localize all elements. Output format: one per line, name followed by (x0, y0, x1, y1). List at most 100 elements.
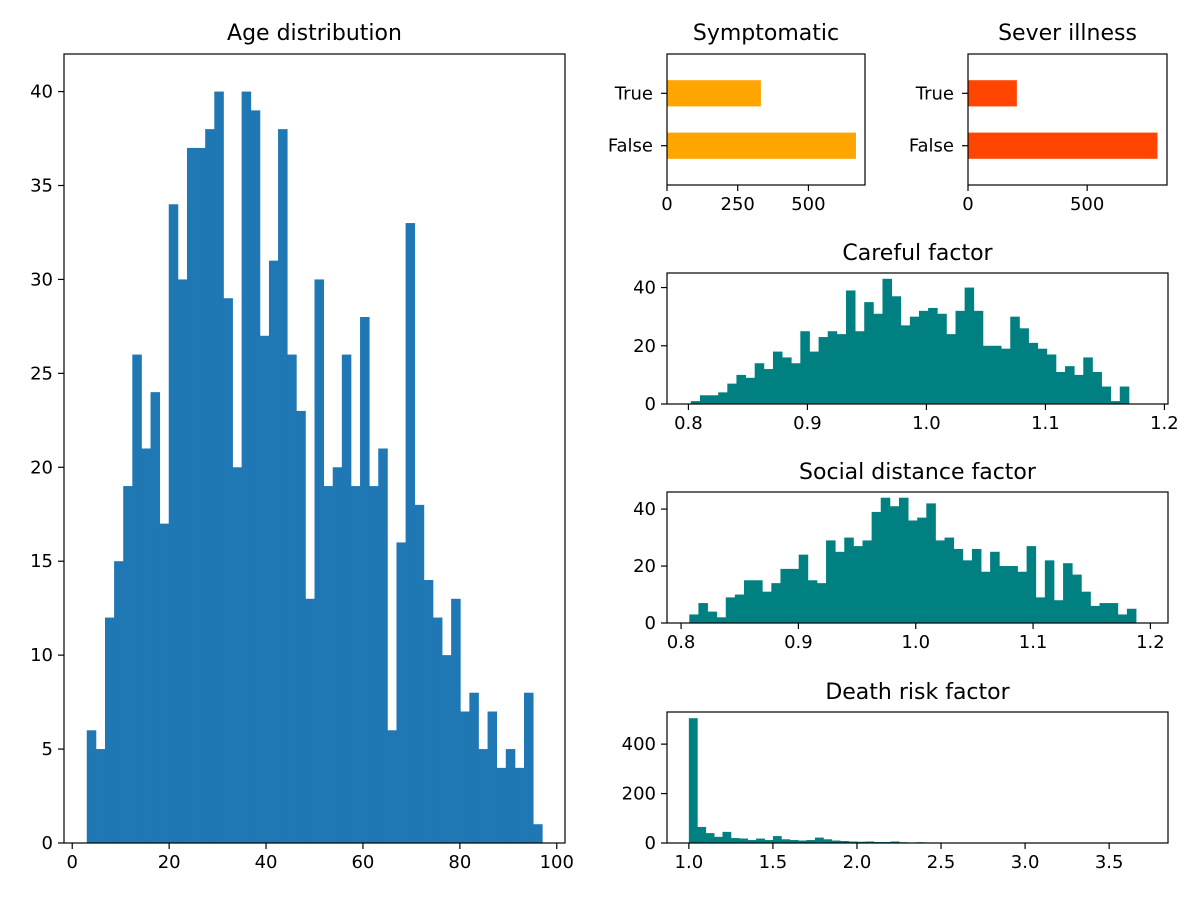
age-distribution-bar (350, 486, 361, 843)
age-distribution-bar (496, 767, 507, 843)
age-distribution-bar (123, 486, 133, 843)
age-distribution-panel: Age distribution 0 20 40 60 80 100 0 5 10 15 20 25… (30, 21, 574, 873)
age-distribution-bar (250, 110, 261, 844)
careful-factor-bar (900, 325, 911, 404)
age-distribution-bar (95, 749, 106, 843)
age-distribution-y-tick-label: 0 (42, 833, 53, 854)
age-distribution-bar (369, 486, 379, 843)
age-distribution-x-ticks: 0 20 40 60 80 100 (67, 843, 574, 873)
symptomatic-panel: Symptomatic 0 250 500 False True (608, 21, 866, 215)
careful-factor-bar (845, 290, 856, 404)
severe-illness-category-label: False (909, 136, 954, 157)
careful-factor-bar (727, 383, 737, 404)
social-distance-factor-bar (1017, 571, 1028, 623)
age-distribution-bar (341, 354, 352, 843)
symptomatic-category-label: True (614, 83, 653, 104)
death-risk-factor-title: Death risk factor (825, 680, 1010, 705)
careful-factor-bar (827, 331, 838, 404)
death-risk-factor-bar (730, 838, 740, 843)
death-risk-factor-bar (705, 833, 715, 843)
careful-factor-x-ticks: 0.8 0.9 1.0 1.1 1.2 (674, 404, 1179, 434)
death-risk-factor-bar (781, 839, 791, 843)
careful-factor-bar (928, 307, 938, 404)
careful-factor-bar (1055, 371, 1066, 404)
age-distribution-bar (186, 147, 197, 843)
age-distribution-bar (132, 354, 142, 843)
death-risk-factor-bar (890, 841, 900, 843)
age-distribution-x-tick-label: 20 (158, 852, 181, 873)
social-distance-factor-bar (1099, 603, 1110, 623)
age-distribution-bar (196, 147, 206, 843)
age-distribution-bar (223, 298, 233, 844)
careful-factor-bar (973, 310, 984, 404)
death-risk-factor-bar (722, 831, 732, 843)
social-distance-factor-bar (689, 614, 699, 623)
social-distance-factor-bar (889, 506, 900, 623)
careful-factor-bar (873, 313, 883, 404)
social-distance-factor-y-ticks: 0 20 40 (633, 499, 667, 634)
age-distribution-bar (442, 655, 452, 843)
age-distribution-bar (141, 448, 151, 843)
social-distance-factor-bar (762, 591, 772, 623)
severe-illness-bar-false (968, 132, 1158, 159)
age-distribution-bar (159, 523, 170, 843)
careful-factor-bar (736, 374, 746, 404)
careful-factor-bar (709, 395, 719, 404)
age-distribution-bar (505, 749, 516, 843)
careful-factor-bar (800, 331, 810, 404)
age-distribution-bar (405, 223, 416, 843)
social-distance-factor-bar (862, 540, 873, 623)
death-risk-factor-bar (756, 838, 765, 843)
age-distribution-bar (177, 279, 188, 843)
careful-factor-bar (982, 345, 993, 404)
symptomatic-bar-true (667, 80, 761, 107)
social-distance-factor-bar (1108, 603, 1119, 623)
age-distribution-bar (451, 598, 461, 843)
death-risk-factor-bar (831, 840, 841, 843)
death-risk-factor-bar (747, 840, 757, 843)
social-distance-factor-bar (1072, 574, 1082, 623)
social-distance-factor-bar (1126, 608, 1137, 623)
age-distribution-y-tick-label: 30 (30, 269, 53, 290)
careful-factor-bar (891, 296, 902, 404)
severe-illness-category-label: True (915, 83, 954, 104)
careful-factor-bar (918, 310, 929, 404)
social-distance-factor-x-tick-label: 1.1 (1019, 632, 1048, 653)
age-distribution-bar (168, 204, 179, 844)
social-distance-factor-bar (981, 571, 991, 623)
social-distance-factor-bar (926, 503, 936, 623)
severe-illness-title: Sever illness (998, 21, 1137, 46)
age-distribution-bar (387, 730, 397, 843)
social-distance-factor-title: Social distance factor (799, 460, 1037, 485)
careful-factor-bar (1028, 342, 1039, 404)
careful-factor-bar (882, 278, 893, 404)
death-risk-factor-bar (848, 841, 858, 843)
age-distribution-y-tick-label: 10 (30, 645, 53, 666)
careful-factor-bar (864, 302, 874, 404)
death-risk-factor-x-tick-label: 2.5 (927, 852, 956, 873)
social-distance-factor-bar (771, 583, 781, 623)
careful-factor-bar (809, 351, 819, 404)
social-distance-factor-bar (1026, 546, 1037, 623)
careful-factor-y-tick-label: 40 (633, 278, 656, 299)
death-risk-factor-x-tick-label: 3.0 (1011, 852, 1040, 873)
careful-factor-y-ticks: 0 20 40 (633, 278, 667, 415)
social-distance-factor-y-tick-label: 40 (633, 499, 656, 520)
careful-factor-bar (1074, 374, 1084, 404)
age-distribution-x-tick-label: 80 (448, 852, 471, 873)
age-distribution-bar (86, 730, 97, 843)
careful-factor-bar (964, 287, 975, 404)
death-risk-factor-panel: Death risk factor 1.0 1.5 2.0 2.5 3.0 3.5 0 20… (622, 680, 1169, 873)
social-distance-factor-bar (1117, 614, 1128, 623)
death-risk-factor-bar (823, 839, 833, 843)
social-distance-factor-bar (1081, 591, 1091, 623)
age-distribution-bar (214, 91, 224, 843)
age-distribution-y-tick-label: 20 (30, 457, 53, 478)
severe-illness-x-tick-label: 0 (962, 194, 973, 215)
social-distance-factor-bar (716, 617, 727, 623)
social-distance-factor-bar (743, 580, 754, 623)
careful-factor-bar (754, 363, 765, 404)
age-distribution-bar (378, 448, 388, 843)
death-risk-factor-bar (798, 840, 807, 843)
social-distance-factor-bar (944, 537, 955, 623)
